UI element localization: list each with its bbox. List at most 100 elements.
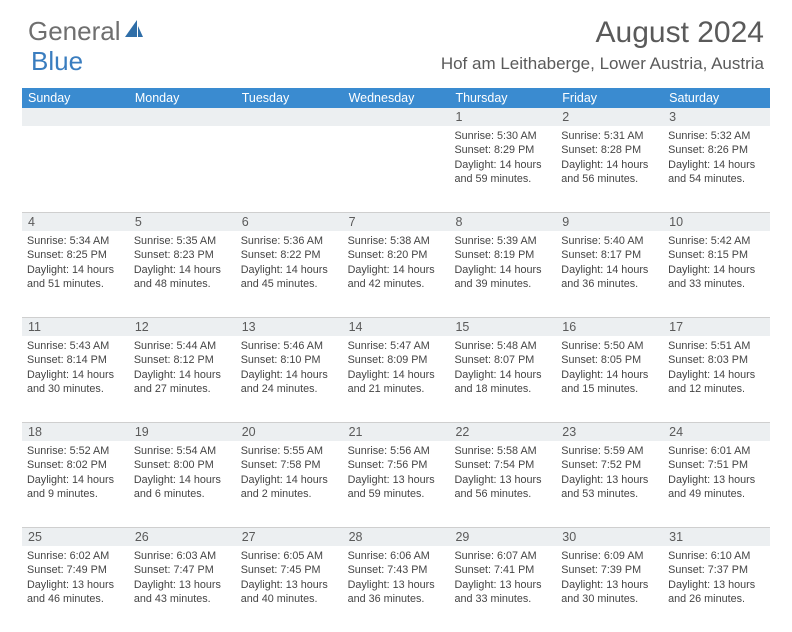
sunrise-text: Sunrise: 6:06 AM — [348, 549, 445, 563]
logo-text-general: General — [28, 16, 121, 47]
day-number: 22 — [449, 423, 556, 441]
sunrise-text: Sunrise: 5:59 AM — [561, 444, 658, 458]
sunset-text: Sunset: 7:43 PM — [348, 563, 445, 577]
day-cell: Sunrise: 5:30 AMSunset: 8:29 PMDaylight:… — [449, 126, 556, 212]
week-content-row: Sunrise: 5:30 AMSunset: 8:29 PMDaylight:… — [22, 126, 770, 212]
daylight-text: Daylight: 13 hours and 43 minutes. — [134, 578, 231, 607]
daylight-text: Daylight: 14 hours and 27 minutes. — [134, 368, 231, 397]
day-cell: Sunrise: 5:39 AMSunset: 8:19 PMDaylight:… — [449, 231, 556, 317]
day-number: 29 — [449, 528, 556, 546]
day-cell — [22, 126, 129, 212]
day-number: 24 — [663, 423, 770, 441]
sunset-text: Sunset: 8:28 PM — [561, 143, 658, 157]
day-number — [22, 108, 129, 126]
logo-sail-icon — [123, 16, 145, 47]
logo: General — [28, 16, 147, 47]
sunset-text: Sunset: 8:25 PM — [27, 248, 124, 262]
day-cell: Sunrise: 5:46 AMSunset: 8:10 PMDaylight:… — [236, 336, 343, 422]
day-cell: Sunrise: 5:50 AMSunset: 8:05 PMDaylight:… — [556, 336, 663, 422]
day-number: 30 — [556, 528, 663, 546]
dow-cell: Friday — [556, 88, 663, 108]
sunset-text: Sunset: 8:22 PM — [241, 248, 338, 262]
day-number: 15 — [449, 318, 556, 336]
day-cell: Sunrise: 5:59 AMSunset: 7:52 PMDaylight:… — [556, 441, 663, 527]
daylight-text: Daylight: 14 hours and 36 minutes. — [561, 263, 658, 292]
sunrise-text: Sunrise: 5:58 AM — [454, 444, 551, 458]
sunrise-text: Sunrise: 6:07 AM — [454, 549, 551, 563]
daylight-text: Daylight: 14 hours and 15 minutes. — [561, 368, 658, 397]
sunset-text: Sunset: 8:00 PM — [134, 458, 231, 472]
daylight-text: Daylight: 13 hours and 33 minutes. — [454, 578, 551, 607]
dow-cell: Wednesday — [343, 88, 450, 108]
sunset-text: Sunset: 7:39 PM — [561, 563, 658, 577]
day-number: 4 — [22, 213, 129, 231]
day-cell: Sunrise: 6:01 AMSunset: 7:51 PMDaylight:… — [663, 441, 770, 527]
day-number: 3 — [663, 108, 770, 126]
day-cell: Sunrise: 5:42 AMSunset: 8:15 PMDaylight:… — [663, 231, 770, 317]
sunset-text: Sunset: 8:05 PM — [561, 353, 658, 367]
dow-cell: Saturday — [663, 88, 770, 108]
day-cell: Sunrise: 6:07 AMSunset: 7:41 PMDaylight:… — [449, 546, 556, 632]
sunrise-text: Sunrise: 5:46 AM — [241, 339, 338, 353]
title-block: August 2024 Hof am Leithaberge, Lower Au… — [441, 16, 764, 74]
sunset-text: Sunset: 8:12 PM — [134, 353, 231, 367]
sunrise-text: Sunrise: 5:54 AM — [134, 444, 231, 458]
day-cell: Sunrise: 5:47 AMSunset: 8:09 PMDaylight:… — [343, 336, 450, 422]
day-number: 9 — [556, 213, 663, 231]
daylight-text: Daylight: 13 hours and 26 minutes. — [668, 578, 765, 607]
day-number: 17 — [663, 318, 770, 336]
sunrise-text: Sunrise: 5:34 AM — [27, 234, 124, 248]
sunset-text: Sunset: 8:14 PM — [27, 353, 124, 367]
location: Hof am Leithaberge, Lower Austria, Austr… — [441, 54, 764, 74]
sunrise-text: Sunrise: 5:55 AM — [241, 444, 338, 458]
day-number: 18 — [22, 423, 129, 441]
sunrise-text: Sunrise: 6:02 AM — [27, 549, 124, 563]
dow-cell: Sunday — [22, 88, 129, 108]
sunset-text: Sunset: 7:58 PM — [241, 458, 338, 472]
day-number — [343, 108, 450, 126]
day-cell: Sunrise: 5:43 AMSunset: 8:14 PMDaylight:… — [22, 336, 129, 422]
day-cell: Sunrise: 5:52 AMSunset: 8:02 PMDaylight:… — [22, 441, 129, 527]
dow-cell: Tuesday — [236, 88, 343, 108]
sunset-text: Sunset: 7:54 PM — [454, 458, 551, 472]
day-cell: Sunrise: 5:38 AMSunset: 8:20 PMDaylight:… — [343, 231, 450, 317]
day-number: 7 — [343, 213, 450, 231]
month-title: August 2024 — [441, 16, 764, 50]
daylight-text: Daylight: 14 hours and 51 minutes. — [27, 263, 124, 292]
day-cell: Sunrise: 5:35 AMSunset: 8:23 PMDaylight:… — [129, 231, 236, 317]
day-cell: Sunrise: 5:36 AMSunset: 8:22 PMDaylight:… — [236, 231, 343, 317]
day-number: 11 — [22, 318, 129, 336]
daylight-text: Daylight: 13 hours and 53 minutes. — [561, 473, 658, 502]
day-number: 20 — [236, 423, 343, 441]
sunset-text: Sunset: 8:02 PM — [27, 458, 124, 472]
day-number: 2 — [556, 108, 663, 126]
day-number: 21 — [343, 423, 450, 441]
day-number: 28 — [343, 528, 450, 546]
daylight-text: Daylight: 14 hours and 21 minutes. — [348, 368, 445, 397]
day-number — [236, 108, 343, 126]
day-cell: Sunrise: 5:32 AMSunset: 8:26 PMDaylight:… — [663, 126, 770, 212]
day-number: 8 — [449, 213, 556, 231]
day-cell — [236, 126, 343, 212]
day-number: 25 — [22, 528, 129, 546]
daylight-text: Daylight: 13 hours and 36 minutes. — [348, 578, 445, 607]
sunset-text: Sunset: 7:45 PM — [241, 563, 338, 577]
header: General August 2024 Hof am Leithaberge, … — [0, 0, 792, 80]
sunset-text: Sunset: 7:37 PM — [668, 563, 765, 577]
day-cell: Sunrise: 6:02 AMSunset: 7:49 PMDaylight:… — [22, 546, 129, 632]
day-cell: Sunrise: 6:05 AMSunset: 7:45 PMDaylight:… — [236, 546, 343, 632]
day-number: 14 — [343, 318, 450, 336]
daylight-text: Daylight: 14 hours and 45 minutes. — [241, 263, 338, 292]
sunset-text: Sunset: 8:17 PM — [561, 248, 658, 262]
dow-header-row: SundayMondayTuesdayWednesdayThursdayFrid… — [22, 88, 770, 108]
day-cell: Sunrise: 6:03 AMSunset: 7:47 PMDaylight:… — [129, 546, 236, 632]
sunrise-text: Sunrise: 5:43 AM — [27, 339, 124, 353]
day-number: 6 — [236, 213, 343, 231]
day-cell: Sunrise: 5:40 AMSunset: 8:17 PMDaylight:… — [556, 231, 663, 317]
day-number-row: 18192021222324 — [22, 422, 770, 441]
logo-text-blue: Blue — [31, 46, 83, 77]
day-number: 5 — [129, 213, 236, 231]
day-cell — [129, 126, 236, 212]
sunset-text: Sunset: 7:56 PM — [348, 458, 445, 472]
sunset-text: Sunset: 7:41 PM — [454, 563, 551, 577]
